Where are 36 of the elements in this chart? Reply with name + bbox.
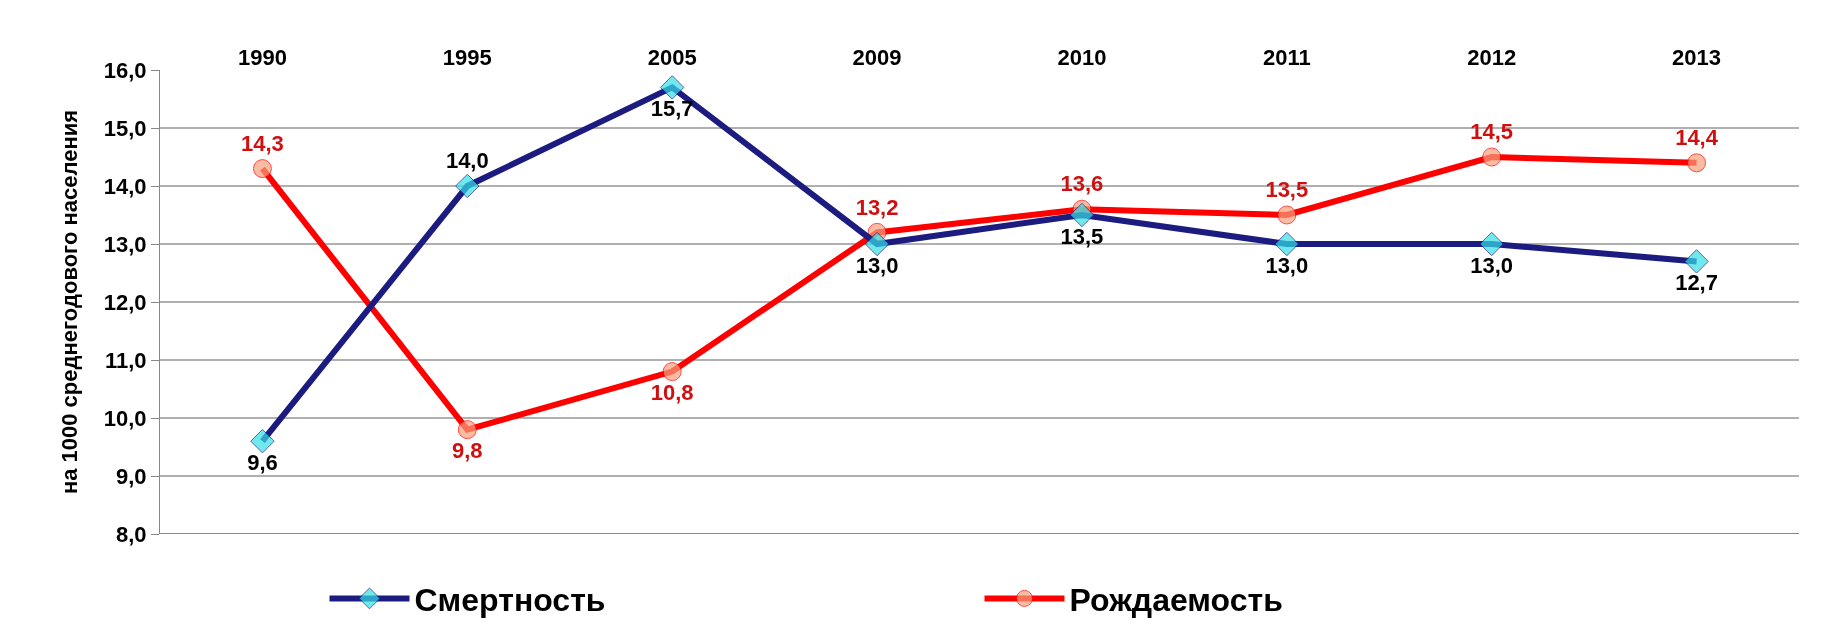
- data-label: 9,8: [452, 438, 483, 464]
- x-tick-label: 2013: [1672, 44, 1722, 70]
- x-tick-label: 2009: [852, 44, 902, 70]
- legend-label: Рождаемость: [1069, 581, 1283, 618]
- x-tick-label: 1990: [237, 44, 287, 70]
- data-label: 13,0: [1265, 252, 1309, 278]
- x-tick-label: 2011: [1262, 44, 1311, 70]
- y-tick-label: 8,0: [116, 521, 147, 547]
- data-label: 13,5: [1060, 223, 1104, 249]
- data-label: 13,0: [1470, 252, 1514, 278]
- x-tick-label: 2012: [1467, 44, 1517, 70]
- data-label: 14,3: [241, 130, 284, 156]
- y-tick-label: 12,0: [103, 289, 147, 315]
- x-tick-label: 2005: [647, 44, 697, 70]
- y-tick-label: 9,0: [116, 463, 147, 489]
- data-label: 12,7: [1675, 270, 1718, 296]
- y-tick-label: 10,0: [103, 405, 147, 431]
- y-axis-title: на 1000 среднегодового населения: [56, 109, 82, 495]
- data-label: 13,2: [855, 194, 899, 220]
- y-tick-label: 14,0: [103, 173, 147, 199]
- data-label: 13,0: [855, 252, 899, 278]
- data-label: 14,5: [1470, 119, 1514, 145]
- data-label: 9,6: [247, 449, 278, 475]
- data-label: 14,4: [1675, 125, 1719, 151]
- y-tick-label: 16,0: [103, 57, 147, 83]
- y-tick-label: 11,0: [104, 347, 147, 373]
- x-tick-label: 1995: [442, 44, 492, 70]
- y-tick-label: 15,0: [103, 115, 147, 141]
- y-tick-label: 13,0: [103, 231, 147, 257]
- data-label: 10,8: [650, 380, 694, 406]
- legend-label: Смертность: [414, 581, 606, 618]
- data-label: 14,0: [445, 148, 489, 174]
- data-label: 15,7: [650, 96, 694, 122]
- x-tick-label: 2010: [1057, 44, 1107, 70]
- data-label: 13,6: [1060, 171, 1104, 197]
- data-label: 13,5: [1265, 177, 1309, 203]
